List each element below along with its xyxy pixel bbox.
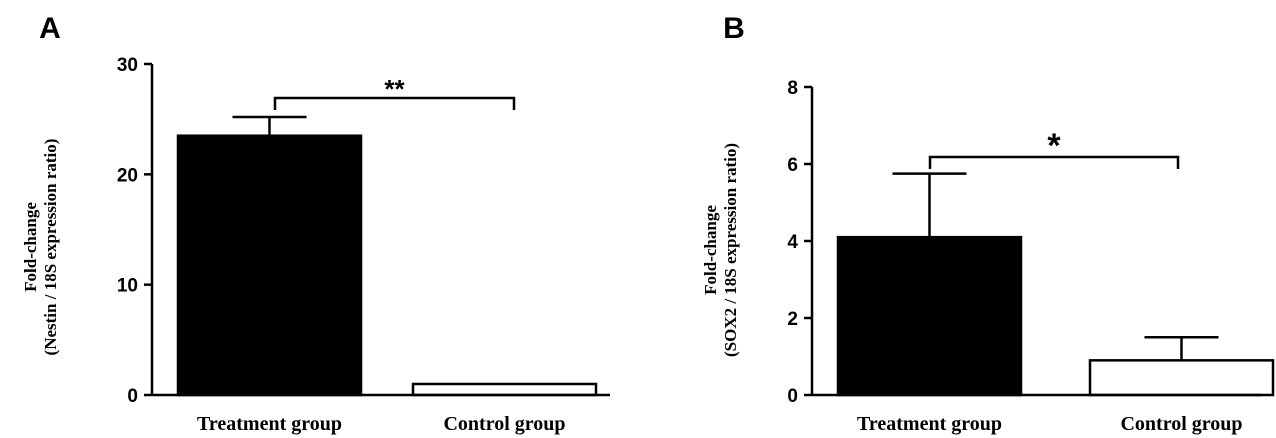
significance-bracket xyxy=(273,96,516,110)
y-tick-label: 0 xyxy=(127,386,138,407)
y-axis-title-line: Fold-change xyxy=(21,202,40,292)
panel-a: A Treatment group Control group 0 10 20 30 Fold… xyxy=(21,12,610,435)
significance-bracket xyxy=(928,155,1180,169)
y-axis-title-line: (SOX2 / 18S expression ratio) xyxy=(721,143,740,357)
y-tick-label: 10 xyxy=(117,276,138,297)
significance-label: * xyxy=(1047,127,1061,165)
y-axis-title-line: Fold-change xyxy=(701,205,720,295)
category-label: Control group xyxy=(1120,413,1242,435)
y-tick-label: 6 xyxy=(787,155,798,176)
bar-treatment-group xyxy=(176,134,363,397)
y-axis-title-line: (Nestin / 18S expression ratio) xyxy=(41,139,60,356)
panel-b: B Treatment group Control group 0 2 4 6 8 Fold-c… xyxy=(701,12,1275,435)
y-tick-label: 2 xyxy=(787,309,798,330)
bar-control-group xyxy=(411,382,598,397)
panel-letter: A xyxy=(39,12,61,45)
y-axis-title: Fold-change(SOX2 / 18S expression ratio) xyxy=(701,143,740,357)
y-axis-title: Fold-change(Nestin / 18S expression rati… xyxy=(21,139,60,356)
panel-letter: B xyxy=(723,12,745,45)
y-tick-label: 30 xyxy=(117,55,138,76)
category-label: Treatment group xyxy=(197,413,342,435)
bar-treatment-group xyxy=(836,235,1023,397)
category-label: Control group xyxy=(443,413,565,435)
significance-label: ** xyxy=(384,74,405,104)
y-tick-label: 20 xyxy=(117,165,138,186)
y-tick-label: 4 xyxy=(787,232,798,253)
y-tick-label: 8 xyxy=(787,78,798,99)
bar-control-group xyxy=(1088,359,1275,397)
y-tick-label: 0 xyxy=(787,386,798,407)
category-label: Treatment group xyxy=(857,413,1002,435)
